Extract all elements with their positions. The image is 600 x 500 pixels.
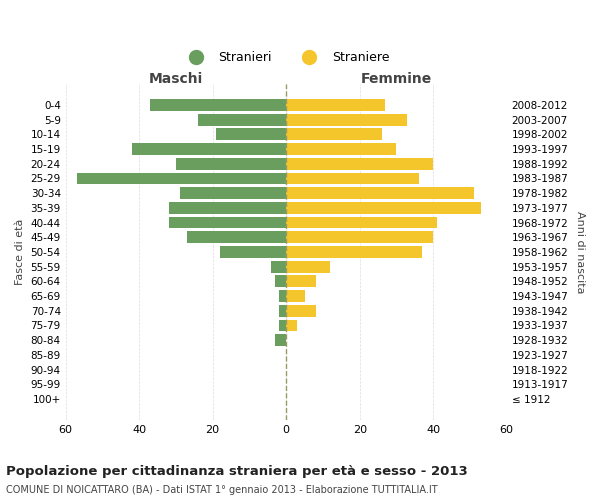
- Bar: [286, 320, 297, 332]
- Text: COMUNE DI NOICATTARO (BA) - Dati ISTAT 1° gennaio 2013 - Elaborazione TUTTITALIA: COMUNE DI NOICATTARO (BA) - Dati ISTAT 1…: [6, 485, 437, 495]
- Bar: [286, 158, 433, 170]
- Y-axis label: Anni di nascita: Anni di nascita: [575, 210, 585, 293]
- Bar: [286, 246, 422, 258]
- Bar: [169, 202, 286, 213]
- Bar: [286, 188, 473, 199]
- Bar: [286, 290, 305, 302]
- Bar: [286, 143, 397, 155]
- Legend: Stranieri, Straniere: Stranieri, Straniere: [178, 46, 394, 70]
- Bar: [286, 216, 437, 228]
- Y-axis label: Fasce di età: Fasce di età: [15, 219, 25, 285]
- Bar: [132, 143, 286, 155]
- Bar: [286, 114, 407, 126]
- Bar: [279, 290, 286, 302]
- Bar: [275, 276, 286, 287]
- Bar: [176, 158, 286, 170]
- Bar: [286, 276, 316, 287]
- Bar: [275, 334, 286, 346]
- Bar: [179, 188, 286, 199]
- Bar: [271, 261, 286, 272]
- Bar: [150, 99, 286, 111]
- Bar: [279, 320, 286, 332]
- Text: Maschi: Maschi: [149, 72, 203, 86]
- Bar: [286, 99, 385, 111]
- Bar: [286, 202, 481, 213]
- Bar: [198, 114, 286, 126]
- Text: Femmine: Femmine: [361, 72, 432, 86]
- Text: Popolazione per cittadinanza straniera per età e sesso - 2013: Popolazione per cittadinanza straniera p…: [6, 465, 468, 478]
- Bar: [286, 128, 382, 140]
- Bar: [187, 232, 286, 243]
- Bar: [77, 172, 286, 184]
- Bar: [286, 172, 419, 184]
- Bar: [286, 261, 331, 272]
- Bar: [220, 246, 286, 258]
- Bar: [279, 305, 286, 316]
- Bar: [286, 305, 316, 316]
- Bar: [286, 232, 433, 243]
- Bar: [169, 216, 286, 228]
- Bar: [217, 128, 286, 140]
